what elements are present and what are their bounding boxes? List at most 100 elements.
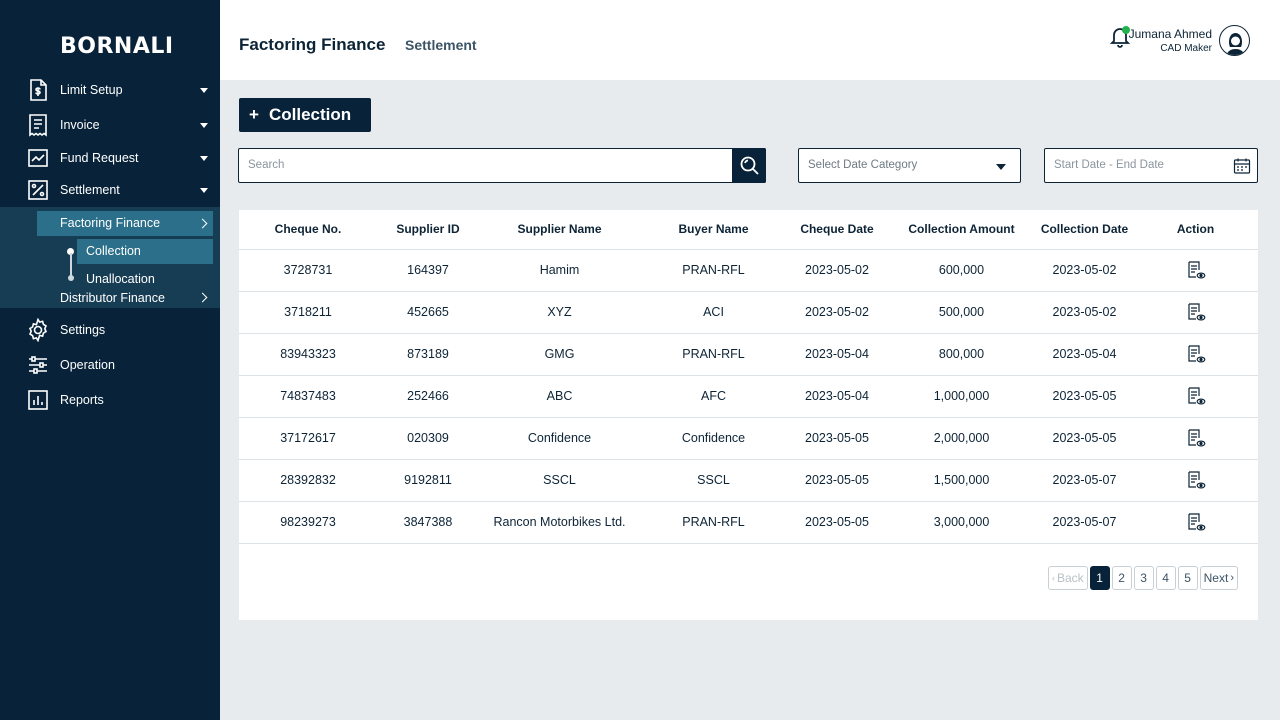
cheque-no-cell: 3718211 (239, 291, 377, 334)
column-header[interactable]: Buyer Name (640, 210, 787, 250)
sidebar-item-label: Operation (60, 358, 115, 372)
table-row[interactable]: 83943323 873189 GMG PRAN-RFL 2023-05-04 800,0… (239, 333, 1258, 376)
sidebar-item-settings[interactable]: Settings (0, 314, 220, 346)
sidebar-item-settlement[interactable]: Settlement (0, 174, 220, 206)
search-placeholder: Search (248, 159, 285, 171)
cheque-date-cell: 2023-05-02 (787, 291, 887, 334)
date-category-placeholder: Select Date Category (808, 159, 918, 171)
table-row[interactable]: 74837483 252466 ABC AFC 2023-05-04 1,000,000 2… (239, 375, 1258, 418)
breadcrumb[interactable]: Settlement (405, 37, 477, 53)
supplier-name-cell: Confidence (479, 417, 640, 460)
sidebar-item-distributor-finance[interactable]: Distributor Finance (37, 286, 213, 308)
sidebar-item-invoice[interactable]: Invoice (0, 109, 220, 141)
sidebar-item-collection[interactable]: Collection (77, 239, 213, 264)
pagination-page-3[interactable]: 3 (1133, 566, 1154, 590)
collection-amount-cell: 3,000,000 (887, 501, 1036, 544)
pagination-back-label: Back (1056, 571, 1084, 585)
pagination-next-button[interactable]: Next › (1199, 566, 1238, 590)
view-document-icon[interactable] (1186, 386, 1206, 406)
sidebar-item-label: Distributor Finance (60, 291, 165, 305)
sidebar-item-unallocation[interactable]: Unallocation (77, 267, 213, 292)
sidebar-item-label: Unallocation (86, 272, 155, 286)
calendar-icon[interactable] (1233, 157, 1251, 175)
add-collection-label: Collection (269, 105, 352, 124)
date-range-input[interactable]: Start Date - End Date (1044, 148, 1258, 183)
sidebar-item-reports[interactable]: Reports (0, 384, 220, 416)
add-collection-button[interactable]: + Collection (239, 98, 371, 132)
column-header[interactable]: Cheque Date (787, 210, 887, 250)
supplier-name-cell: XYZ (479, 291, 640, 334)
supplier-name-cell: Hamim (479, 249, 640, 292)
search-button[interactable] (732, 148, 766, 183)
buyer-name-cell: SSCL (640, 459, 787, 502)
cheque-no-cell: 98239273 (239, 501, 377, 544)
pagination-page-2[interactable]: 2 (1111, 566, 1132, 590)
table-row[interactable]: 3718211 452665 XYZ ACI 2023-05-02 500,000 2023… (239, 291, 1258, 334)
view-document-icon[interactable] (1186, 512, 1206, 532)
receipt-icon (29, 114, 47, 137)
column-header[interactable]: Collection Amount (887, 210, 1036, 250)
trend-chart-icon (28, 149, 48, 167)
collection-amount-cell: 600,000 (887, 249, 1036, 292)
buyer-name-cell: Confidence (640, 417, 787, 460)
sidebar-item-limit-setup[interactable]: Limit Setup (0, 74, 220, 106)
column-header[interactable]: Supplier Name (479, 210, 640, 250)
collection-date-cell: 2023-05-05 (1036, 417, 1133, 460)
table-row[interactable]: 37172617 020309 Confidence Confidence 2023-0… (239, 417, 1258, 460)
cheque-no-cell: 3728731 (239, 249, 377, 292)
view-document-icon[interactable] (1186, 260, 1206, 280)
column-header[interactable]: Collection Date (1036, 210, 1133, 250)
supplier-name-cell: SSCL (479, 459, 640, 502)
avatar[interactable] (1219, 25, 1250, 56)
supplier-name-cell: GMG (479, 333, 640, 376)
sidebar-item-label: Reports (60, 393, 104, 407)
cheque-date-cell: 2023-05-05 (787, 459, 887, 502)
action-cell (1133, 291, 1258, 334)
pagination-back-button[interactable]: ‹ Back (1047, 566, 1088, 590)
view-document-icon[interactable] (1186, 302, 1206, 322)
view-document-icon[interactable] (1186, 344, 1206, 364)
sidebar-item-factoring-finance[interactable]: Factoring Finance (37, 211, 213, 236)
view-document-icon[interactable] (1186, 470, 1206, 490)
pagination-page-4[interactable]: 4 (1155, 566, 1176, 590)
table-row[interactable]: 28392832 9192811 SSCL SSCL 2023-05-05 1,500,0… (239, 459, 1258, 502)
tree-dot-icon (67, 248, 74, 255)
supplier-id-cell: 164397 (377, 249, 479, 292)
chevron-left-icon: ‹ (1051, 573, 1055, 583)
cheque-date-cell: 2023-05-04 (787, 333, 887, 376)
supplier-id-cell: 873189 (377, 333, 479, 376)
sidebar-item-label: Collection (86, 244, 141, 258)
cheque-date-cell: 2023-05-04 (787, 375, 887, 418)
collection-table-card: Cheque No. Supplier ID Supplier Name Buy… (239, 210, 1258, 620)
pagination-next-label: Next (1203, 571, 1229, 585)
cheque-date-cell: 2023-05-05 (787, 417, 887, 460)
table-row[interactable]: 98239273 3847388 Rancon Motorbikes Ltd. PRA… (239, 501, 1258, 544)
buyer-name-cell: AFC (640, 375, 787, 418)
pagination-page-5[interactable]: 5 (1177, 566, 1198, 590)
sidebar-item-fund-request[interactable]: Fund Request (0, 142, 220, 174)
action-cell (1133, 417, 1258, 460)
sidebar-item-operation[interactable]: Operation (0, 349, 220, 381)
cheque-no-cell: 83943323 (239, 333, 377, 376)
pagination-page-1[interactable]: 1 (1089, 566, 1110, 590)
action-cell (1133, 459, 1258, 502)
supplier-id-cell: 3847388 (377, 501, 479, 544)
sidebar-item-label: Factoring Finance (60, 216, 161, 230)
column-header[interactable]: Cheque No. (239, 210, 377, 250)
cheque-date-cell: 2023-05-02 (787, 249, 887, 292)
top-header: Factoring Finance Settlement Jumana Ahme… (220, 0, 1280, 80)
column-header[interactable]: Supplier ID (377, 210, 479, 250)
user-role: CAD Maker (1160, 43, 1212, 54)
collection-date-cell: 2023-05-02 (1036, 249, 1133, 292)
column-header: Action (1133, 210, 1258, 250)
user-name: Jumana Ahmed (1128, 27, 1212, 41)
sidebar-item-label: Settings (60, 323, 106, 337)
collection-table: Cheque No. Supplier ID Supplier Name Buy… (239, 210, 1258, 544)
view-document-icon[interactable] (1186, 428, 1206, 448)
supplier-name-cell: Rancon Motorbikes Ltd. (479, 501, 640, 544)
table-row[interactable]: 3728731 164397 Hamim PRAN-RFL 2023-05-02 600,… (239, 249, 1258, 292)
search-input[interactable]: Search (238, 148, 766, 183)
date-category-select[interactable]: Select Date Category (798, 148, 1021, 183)
sidebar-item-label: Invoice (60, 118, 100, 132)
supplier-id-cell: 252466 (377, 375, 479, 418)
